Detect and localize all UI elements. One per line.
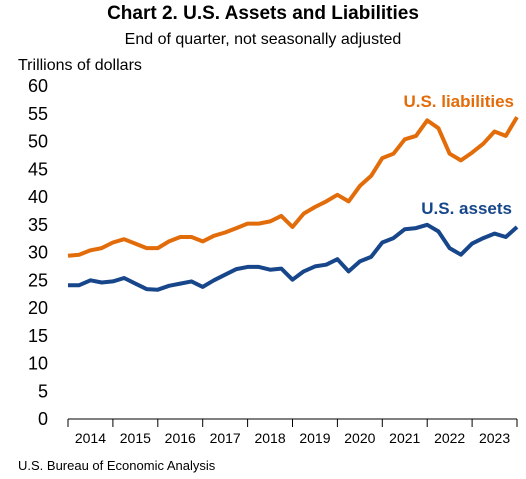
x-tick-label: 2022 [434, 430, 465, 446]
source-note: U.S. Bureau of Economic Analysis [18, 458, 216, 473]
x-tick-label: 2018 [254, 430, 285, 446]
liabilities-line [67, 116, 519, 258]
x-tick-label: 2017 [210, 430, 241, 446]
assets-line [68, 222, 519, 292]
x-tick-label: 2016 [165, 430, 196, 446]
y-tick-label: 5 [38, 381, 48, 401]
series-lines [67, 116, 519, 292]
y-tick-label: 0 [38, 409, 48, 429]
x-tick-label: 2023 [479, 430, 510, 446]
y-tick-label: 25 [28, 270, 48, 290]
y-tick-label: 40 [28, 187, 48, 207]
x-tick-label: 2019 [299, 430, 330, 446]
y-tick-label: 45 [28, 159, 48, 179]
y-tick-label: 60 [28, 76, 48, 96]
liabilities-label: U.S. liabilities [403, 92, 514, 111]
y-tick-label: 15 [28, 326, 48, 346]
chart-subtitle: End of quarter, not seasonally adjusted [124, 31, 402, 48]
y-tick-label: 10 [28, 354, 48, 374]
x-tick-label: 2020 [344, 430, 375, 446]
y-tick-label: 30 [28, 243, 48, 263]
y-tick-label: 55 [28, 104, 48, 124]
chart-title: Chart 2. U.S. Assets and Liabilities [107, 3, 419, 24]
axes: 0 5 10 15 20 25 30 35 40 45 50 55 60 2014 2015 2016 2017… [28, 76, 518, 446]
y-tick-label: 20 [28, 298, 48, 318]
x-tick-label: 2014 [75, 430, 106, 446]
y-tick-label: 50 [28, 132, 48, 152]
y-tick-label: 35 [28, 215, 48, 235]
assets-label: U.S. assets [421, 199, 512, 218]
series-labels: U.S. liabilities U.S. assets [403, 92, 514, 218]
x-tick-label: 2021 [389, 430, 420, 446]
y-axis-label: Trillions of dollars [18, 57, 142, 74]
x-tick-label: 2015 [120, 430, 151, 446]
